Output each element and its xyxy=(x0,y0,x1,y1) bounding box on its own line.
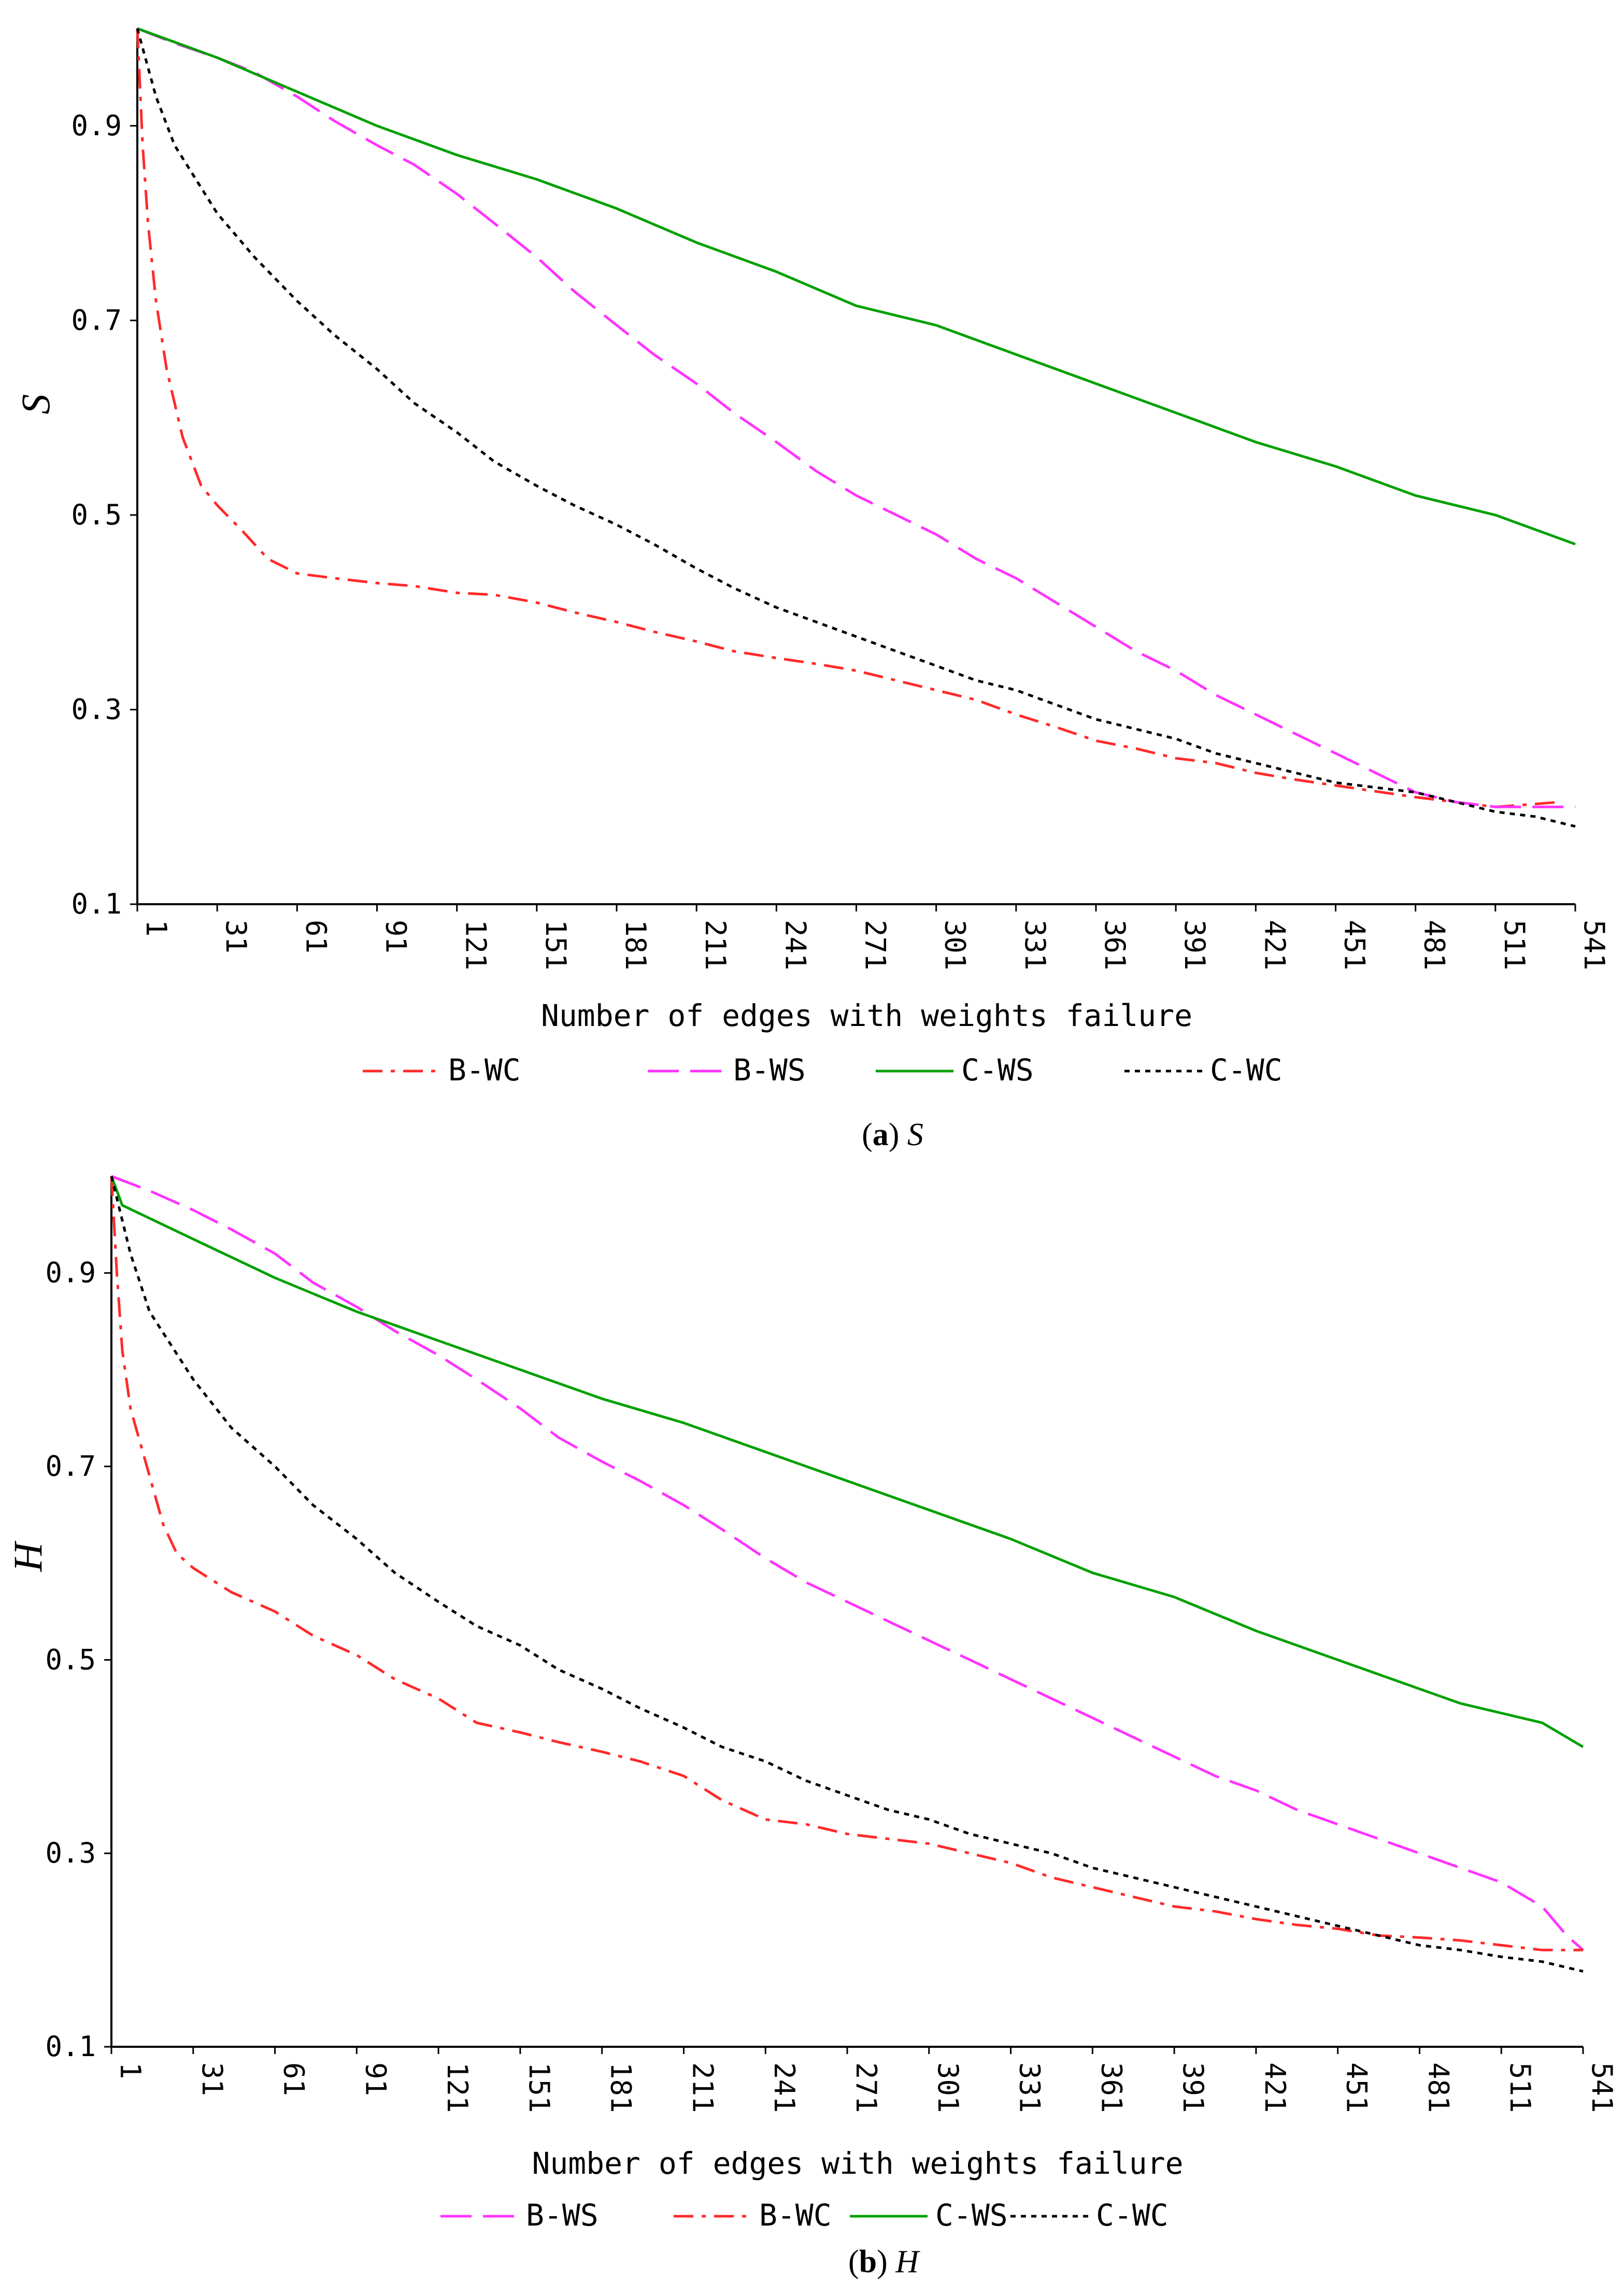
x-tick-label: 31 xyxy=(220,920,252,953)
x-tick-label: 271 xyxy=(850,2062,882,2113)
y-axis-label: S xyxy=(13,394,58,415)
x-tick-label: 181 xyxy=(619,920,652,971)
panel-caption: (a) S xyxy=(862,1117,923,1152)
series-line-b-ws xyxy=(137,27,1575,808)
x-tick-label: 451 xyxy=(1338,920,1371,971)
x-tick-label: 1 xyxy=(140,920,173,937)
x-tick-label: 271 xyxy=(859,920,892,971)
x-tick-label: 421 xyxy=(1258,920,1291,971)
x-tick-label: 211 xyxy=(699,920,732,971)
x-tick-label: 61 xyxy=(300,920,332,953)
y-tick-label: 0.9 xyxy=(71,109,122,142)
legend-label-c-wc: C-WC xyxy=(1096,2198,1169,2233)
series-line-c-ws xyxy=(137,27,1576,546)
x-tick-label: 31 xyxy=(196,2062,229,2096)
panel-a: 0.1 0.3 0.5 0.7 0.9 1 31 61 91 121 151 181 211 241 271… xyxy=(13,27,1611,1152)
x-tick-label: 361 xyxy=(1099,920,1131,971)
y-tick-label: 0.9 xyxy=(45,1257,96,1289)
legend-label-b-ws: B-WS xyxy=(526,2198,599,2233)
series-line-c-ws xyxy=(110,1176,1584,1748)
x-tick-label: 151 xyxy=(523,2062,555,2113)
x-tick-label: 481 xyxy=(1418,920,1451,971)
x-tick-label: 181 xyxy=(605,2062,637,2113)
legend-label-b-wc: B-WC xyxy=(759,2198,832,2233)
x-tick-label: 151 xyxy=(539,920,572,971)
panel-b: 0.1 0.3 0.5 0.7 0.9 1 31 61 91 121 151 181 211 241 271… xyxy=(5,1175,1618,2279)
panel-letter: a xyxy=(873,1117,889,1152)
series-line-b-wc xyxy=(136,28,1560,808)
y-tick-label: 0.5 xyxy=(71,498,122,531)
x-axis-label: Number of edges with weights failure xyxy=(532,2146,1183,2181)
y-tick-label: 0.1 xyxy=(71,888,122,920)
panel-variable: S xyxy=(907,1117,923,1152)
series-line-c-wc xyxy=(110,1176,1584,1973)
x-tick-label: 331 xyxy=(1014,2062,1046,2113)
x-tick-label: 1 xyxy=(114,2062,147,2079)
legend-label-c-ws: C-WS xyxy=(935,2198,1008,2233)
series-line-b-ws xyxy=(111,1175,1584,1951)
x-tick-label: 541 xyxy=(1578,920,1611,971)
series-line-b-wc xyxy=(110,1176,1583,1951)
y-tick-label: 0.7 xyxy=(71,304,122,336)
x-tick-label: 121 xyxy=(441,2062,474,2113)
x-tick-label: 121 xyxy=(460,920,492,971)
x-tick-label: 391 xyxy=(1178,920,1211,971)
x-tick-label: 91 xyxy=(380,920,412,953)
x-tick-label: 61 xyxy=(278,2062,310,2096)
x-tick-label: 391 xyxy=(1177,2062,1209,2113)
x-tick-label: 301 xyxy=(939,920,972,971)
x-tick-label: 241 xyxy=(779,920,811,971)
x-tick-label: 331 xyxy=(1019,920,1051,971)
x-tick-label: 541 xyxy=(1586,2062,1618,2113)
y-tick-label: 0.5 xyxy=(45,1643,96,1676)
y-tick-label: 0.1 xyxy=(45,2030,96,2063)
x-axis-label: Number of edges with weights failure xyxy=(541,998,1192,1033)
x-tick-label: 91 xyxy=(359,2062,392,2096)
panel-caption: (b) H xyxy=(848,2244,920,2279)
x-tick-label: 511 xyxy=(1498,920,1531,971)
y-tick-label: 0.3 xyxy=(71,693,122,725)
x-tick-label: 511 xyxy=(1504,2062,1536,2113)
x-tick-label: 421 xyxy=(1259,2062,1291,2113)
x-tick-label: 211 xyxy=(686,2062,719,2113)
legend-label-b-ws: B-WS xyxy=(733,1052,806,1088)
legend-label-c-ws: C-WS xyxy=(961,1052,1034,1088)
legend-label-b-wc: B-WC xyxy=(448,1052,521,1088)
panel-letter: b xyxy=(859,2244,877,2279)
y-axis-label: H xyxy=(5,1541,50,1572)
legend-label-c-wc: C-WC xyxy=(1210,1052,1283,1088)
x-tick-label: 481 xyxy=(1422,2062,1455,2113)
y-tick-label: 0.7 xyxy=(45,1450,96,1482)
series-line-c-wc xyxy=(136,28,1576,828)
x-tick-label: 361 xyxy=(1095,2062,1128,2113)
x-tick-label: 301 xyxy=(932,2062,964,2113)
panel-variable: H xyxy=(895,2244,920,2279)
x-tick-label: 451 xyxy=(1341,2062,1373,2113)
x-tick-label: 241 xyxy=(768,2062,801,2113)
y-tick-label: 0.3 xyxy=(45,1837,96,1870)
